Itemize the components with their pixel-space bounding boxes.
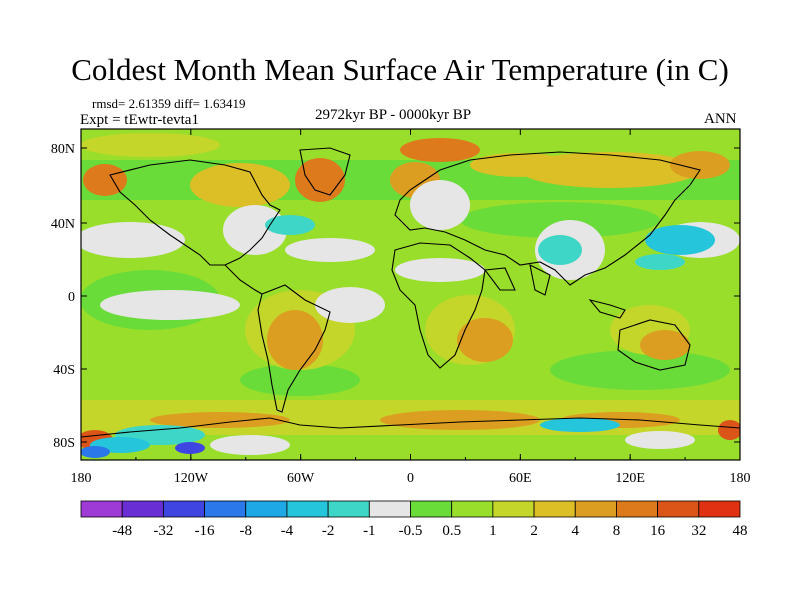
colorbar-label: -48	[112, 523, 132, 539]
lon-tick-label: 180	[71, 471, 92, 486]
field-cool-patch	[645, 225, 715, 255]
field-warm-patch	[470, 153, 570, 177]
field-neutral-patch	[315, 287, 385, 323]
field-neutral-patch	[210, 435, 290, 455]
field-green-patch	[460, 202, 660, 238]
australia-coast	[617, 319, 691, 371]
colorbar-swatch	[698, 500, 741, 518]
colorbar-label: 8	[613, 523, 621, 539]
field-hot-patch	[150, 412, 290, 428]
axis-ticks: 80N 40N 0 40S 80S 180 120W 60W 0 60E 120E 180	[51, 129, 751, 486]
colorbar: -48 -32 -16 -8 -4 -2 -1 -0.5 0.5 1 2 4 8 16 32 48	[80, 500, 748, 539]
temperature-field	[81, 129, 740, 460]
colorbar-swatch	[410, 500, 453, 518]
field-hot-patch	[267, 310, 323, 370]
arabia-coast	[483, 267, 516, 291]
north-america-coast	[109, 159, 281, 266]
period-label: 2972kyr BP - 0000kyr BP	[315, 107, 472, 123]
field-hot-patch	[380, 410, 540, 430]
lat-tick-label: 80S	[53, 436, 75, 451]
greenland-coast	[299, 147, 351, 196]
india-coast	[529, 264, 551, 296]
field-green-patch	[550, 350, 730, 390]
field-hot-patch	[640, 330, 690, 360]
colorbar-label: 4	[572, 523, 580, 539]
colorbar-label: 32	[691, 523, 706, 539]
colorbar-label: -8	[240, 523, 253, 539]
field-very-hot-patch	[400, 138, 480, 162]
south-america-coast	[257, 284, 331, 413]
colorbar-swatch	[574, 500, 617, 518]
colorbar-label: -16	[195, 523, 215, 539]
lon-tick-label: 180	[730, 471, 751, 486]
colorbar-label: -2	[322, 523, 335, 539]
coastlines	[81, 147, 740, 438]
field-neutral-patch	[100, 290, 240, 320]
colorbar-swatch	[492, 500, 535, 518]
colorbar-swatch	[616, 500, 659, 518]
colorbar-swatch	[245, 500, 288, 518]
field-cool-patch	[540, 418, 620, 432]
season-label: ANN	[704, 111, 737, 127]
field-neutral-patch	[410, 180, 470, 230]
colorbar-swatch	[204, 500, 247, 518]
africa-coast	[391, 242, 486, 369]
lon-tick-label: 120E	[615, 471, 645, 486]
experiment-label: Expt = tEwtr-tevta1	[80, 112, 199, 128]
field-warm-patch	[190, 163, 290, 207]
colorbar-label: -4	[281, 523, 294, 539]
lat-tick-label: 40S	[53, 363, 75, 378]
field-neutral-patch	[395, 258, 485, 282]
colorbar-swatch	[368, 500, 411, 518]
field-hot-patch	[457, 318, 513, 362]
colorbar-swatch	[286, 500, 329, 518]
lon-tick-label: 60E	[509, 471, 532, 486]
chart-title: Coldest Month Mean Surface Air Temperatu…	[71, 52, 729, 87]
field-warm-patch	[81, 133, 220, 157]
field-cool-patch	[265, 215, 315, 235]
colorbar-swatch	[80, 500, 123, 518]
colorbar-label: -1	[363, 523, 376, 539]
colorbar-label: 2	[530, 523, 538, 539]
stats-text: rmsd= 2.61359 diff= 1.63419	[92, 96, 246, 111]
colorbar-swatch	[657, 500, 700, 518]
colorbar-label: 16	[650, 523, 666, 539]
colorbar-label: 1	[489, 523, 497, 539]
colorbar-label: -0.5	[399, 523, 423, 539]
field-cool-patch	[81, 446, 110, 458]
lat-tick-label: 40N	[51, 217, 75, 232]
field-neutral-patch	[223, 205, 287, 255]
field-very-hot-patch	[83, 164, 127, 196]
field-neutral-patch	[81, 222, 185, 258]
eurasia-coast	[394, 151, 701, 286]
field-cool-patch	[538, 235, 582, 265]
indonesia-coast	[588, 299, 626, 319]
colorbar-swatch	[121, 500, 164, 518]
lat-tick-label: 80N	[51, 142, 75, 157]
colorbar-label: 48	[733, 523, 748, 539]
field-hot-patch	[670, 151, 730, 179]
colorbar-swatch	[162, 500, 205, 518]
colorbar-swatch	[533, 500, 576, 518]
colorbar-swatch	[327, 500, 370, 518]
colorbar-swatch	[451, 500, 494, 518]
central-america-coast	[224, 264, 263, 295]
field-cool-patch	[175, 442, 205, 454]
field-neutral-patch	[625, 431, 695, 449]
lon-tick-label: 60W	[287, 471, 315, 486]
field-neutral-patch	[285, 238, 375, 262]
colorbar-label: -32	[153, 523, 173, 539]
lat-tick-label: 0	[68, 290, 75, 305]
colorbar-label: 0.5	[442, 523, 461, 539]
field-cool-patch	[635, 254, 685, 270]
antarctica-coast	[81, 417, 740, 438]
lon-tick-label: 0	[407, 471, 414, 486]
field-very-hot-patch	[718, 420, 740, 440]
lon-tick-label: 120W	[174, 471, 209, 486]
